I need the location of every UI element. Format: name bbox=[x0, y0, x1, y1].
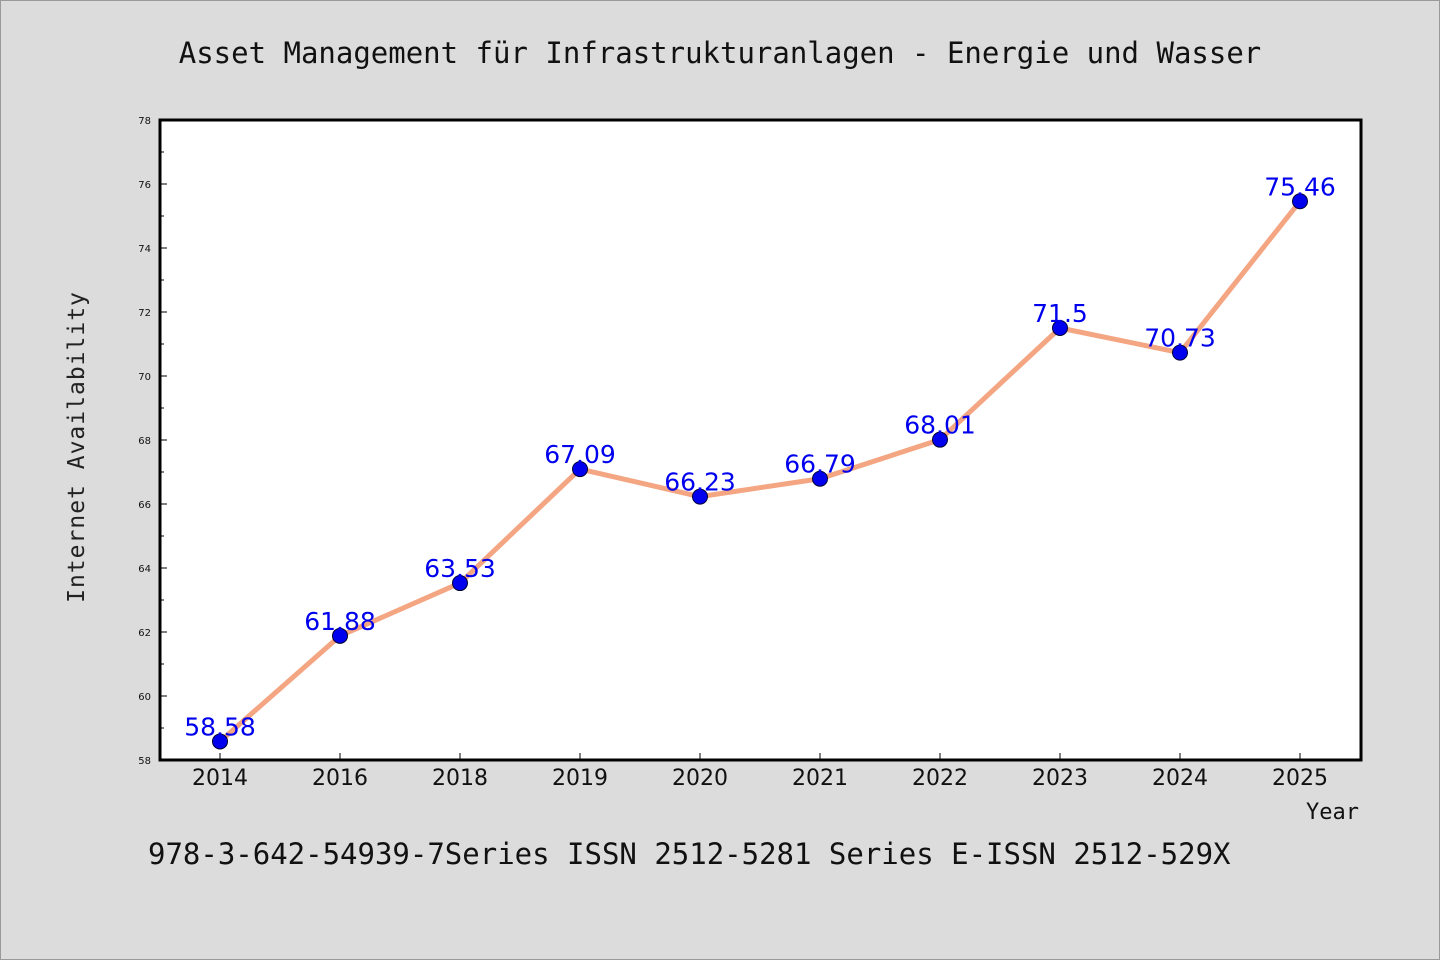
data-point bbox=[452, 575, 468, 592]
y-tick-label: 74 bbox=[138, 244, 151, 255]
x-tick-label: 2025 bbox=[1272, 766, 1328, 791]
x-tick-label: 2023 bbox=[1032, 766, 1088, 791]
data-label: 68.01 bbox=[904, 411, 976, 440]
data-point bbox=[1292, 193, 1308, 210]
data-point bbox=[692, 488, 708, 505]
y-tick-label: 68 bbox=[138, 436, 151, 447]
data-point bbox=[1052, 320, 1068, 336]
y-axis-label: Internet Availability bbox=[64, 291, 90, 603]
data-point bbox=[812, 470, 828, 487]
x-axis-label: Year bbox=[1306, 800, 1359, 825]
series-layer: 58.58 61.88 63.53 67.09 66.23 66.79 68.01 71.5 7… bbox=[184, 172, 1336, 750]
data-label: 67.09 bbox=[544, 440, 616, 469]
data-point bbox=[332, 627, 348, 644]
x-tick-label: 2024 bbox=[1152, 766, 1208, 791]
y-tick-label: 76 bbox=[138, 180, 151, 191]
y-tick-label: 60 bbox=[138, 692, 151, 703]
footer-text: 978-3-642-54939-7Series ISSN 2512-5281 S… bbox=[148, 837, 1231, 871]
x-tick-label: 2014 bbox=[192, 766, 248, 791]
data-label: 75.46 bbox=[1264, 172, 1336, 201]
data-label: 63.53 bbox=[424, 554, 496, 583]
y-tick-label: 62 bbox=[138, 628, 151, 639]
x-tick-label: 2022 bbox=[912, 766, 968, 791]
data-point bbox=[932, 431, 948, 448]
data-label: 66.23 bbox=[664, 468, 736, 497]
data-label: 58.58 bbox=[184, 712, 256, 741]
series-line bbox=[217, 198, 1303, 744]
x-tick-label: 2021 bbox=[792, 766, 848, 791]
data-label: 66.79 bbox=[784, 450, 856, 479]
y-tick-label: 70 bbox=[138, 372, 151, 383]
data-point bbox=[1172, 344, 1188, 361]
x-tick-label: 2020 bbox=[672, 766, 728, 791]
data-label: 61.88 bbox=[304, 607, 376, 636]
plot-border bbox=[158, 118, 1363, 762]
plot-area bbox=[160, 120, 1361, 760]
data-label: 70.73 bbox=[1144, 324, 1216, 353]
x-tick-label: 2016 bbox=[312, 766, 368, 791]
y-tick-label: 58 bbox=[138, 756, 151, 767]
x-tick-label: 2019 bbox=[552, 766, 608, 791]
y-tick-label: 72 bbox=[138, 308, 151, 319]
y-tick-label: 64 bbox=[138, 564, 151, 575]
y-axis: 58 60 62 64 66 68 70 72 74 76 78 bbox=[138, 116, 167, 767]
x-tick-label: 2018 bbox=[432, 766, 488, 791]
x-axis: 2014 2016 2018 2019 2020 2021 2022 2023 2024 2025 bbox=[192, 753, 1328, 791]
y-tick-label: 66 bbox=[138, 500, 151, 511]
y-tick-label: 78 bbox=[138, 116, 151, 127]
chart-title: Asset Management für Infrastrukturanlage… bbox=[179, 36, 1262, 70]
data-point bbox=[572, 461, 588, 478]
data-point bbox=[212, 733, 228, 750]
data-label: 71.5 bbox=[1032, 299, 1088, 328]
